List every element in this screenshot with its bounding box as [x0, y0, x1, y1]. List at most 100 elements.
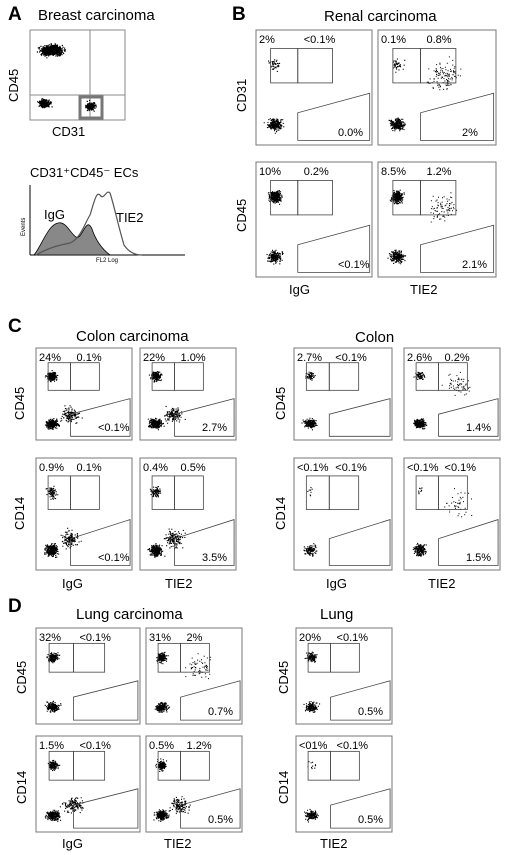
- panel-d-left-r2c2-pct-3: 0.5%: [208, 814, 234, 826]
- panel-d-left-r1c2-pct-1: 31%: [149, 632, 172, 644]
- panel-c-right-r1c2-pct-3: 1.4%: [466, 422, 492, 434]
- panel-a-hist-tie2: TIE2: [116, 210, 144, 225]
- panel-c-right-r2c2: [403, 457, 501, 571]
- panel-c-left-r1c2: [139, 347, 237, 441]
- panel-a-letter: A: [8, 4, 22, 25]
- panel-a-x-label: CD31: [52, 124, 86, 139]
- panel-d-left-r1c1-pct-2: <0.1%: [79, 632, 111, 644]
- panel-c-right-col-label-1: IgG: [326, 576, 347, 591]
- panel-c-right-r1c1: [293, 347, 393, 441]
- panel-a-hist-igg: IgG: [44, 207, 65, 222]
- panel-b-plot-r2c2: [377, 161, 497, 278]
- panel-c-left-r2c2: [139, 457, 237, 571]
- panel-d-right-r2-pct-3: 0.5%: [358, 814, 384, 826]
- panel-b-plot-r1c1-pct-3: 0.0%: [338, 127, 364, 139]
- panel-b-plot-r1c1-pct-1: 2%: [259, 34, 275, 46]
- panel-b-plot-r2c1-pct-2: 0.2%: [303, 166, 329, 178]
- panel-c-left-r2c1: [35, 457, 133, 571]
- panel-b-row-label-1: CD31: [234, 78, 249, 112]
- panel-c-left-r2c1-pct-2: 0.1%: [76, 462, 102, 474]
- panel-b-col-label-2: TIE2: [410, 282, 438, 297]
- panel-c-title-left: Colon carcinoma: [76, 328, 189, 345]
- panel-a-hist-y-label: Events: [21, 217, 27, 236]
- panel-c-right-row-label-1: CD45: [273, 386, 288, 420]
- panel-c-left-r2c2-pct-1: 0.4%: [143, 462, 169, 474]
- panel-a-histogram: [29, 185, 185, 256]
- panel-d-left-r1c2-pct-3: 0.7%: [208, 706, 234, 718]
- panel-d-row-label-2: CD14: [14, 770, 29, 804]
- panel-a-y-label: CD45: [6, 68, 21, 102]
- panel-c-row-label-2: CD14: [12, 496, 27, 530]
- panel-d-col-label-1: IgG: [62, 836, 83, 851]
- panel-d-left-r1c1-pct-1: 32%: [39, 632, 62, 644]
- panel-d-right-r1-pct-1: 20%: [299, 632, 322, 644]
- panel-c-right-r1c2: [403, 347, 501, 441]
- panel-c-right-r2c2-pct-2: <0.1%: [444, 462, 477, 474]
- panel-c-left-r1c2-pct-3: 2.7%: [202, 422, 228, 434]
- panel-b-title: Renal carcinoma: [324, 8, 437, 25]
- panel-c-left-r1c1-pct-1: 24%: [39, 352, 62, 364]
- panel-b-plot-r1c1-pct-2: <0.1%: [303, 34, 336, 46]
- panel-b-plot-r2c1-pct-3: <0.1%: [338, 259, 370, 271]
- panel-b-plot-r1c2-pct-3: 2%: [462, 127, 478, 139]
- panel-d-left-r2c2: [145, 735, 243, 833]
- panel-d-col-label-2: TIE2: [164, 836, 192, 851]
- panel-d-right-r2: [295, 735, 393, 833]
- panel-b-plot-r2c1-pct-1: 10%: [259, 166, 282, 178]
- panel-d-right-row-label-2: CD14: [276, 770, 291, 804]
- panel-d-left-r1c2-pct-2: 2%: [186, 632, 203, 644]
- panel-b-plot-r1c1: [255, 29, 373, 146]
- panel-b-row-label-2: CD45: [234, 198, 249, 232]
- panel-a-scatter: [29, 29, 126, 121]
- panel-b-plot-r1c2: [377, 29, 497, 146]
- panel-c-left-r2c2-pct-3: 3.5%: [202, 552, 228, 564]
- panel-b-plot-r2c2-pct-2: 1.2%: [426, 166, 452, 178]
- panel-c-letter: C: [8, 316, 22, 337]
- panel-c-right-r2c1-pct-1: <0.1%: [297, 462, 329, 474]
- panel-d-left-r2c1-pct-2: <0.1%: [79, 740, 111, 752]
- panel-c-left-r1c1-pct-3: <0.1%: [98, 422, 130, 434]
- panel-d-right-col-label: TIE2: [320, 836, 348, 851]
- panel-c-right-col-label-2: TIE2: [428, 576, 456, 591]
- panel-c-left-r1c2-pct-2: 1.0%: [180, 352, 206, 364]
- panel-b-plot-r2c2-pct-1: 8.5%: [381, 166, 407, 178]
- panel-d-right-r2-pct-1: <01%: [299, 740, 328, 752]
- panel-d-right-r1-pct-3: 0.5%: [358, 706, 384, 718]
- panel-c-col-label-1: IgG: [62, 576, 83, 591]
- panel-c-left-r1c1-pct-2: 0.1%: [76, 352, 102, 364]
- panel-d-row-label-1: CD45: [14, 660, 29, 694]
- panel-a-hist-x-label: FL2 Log: [96, 258, 119, 264]
- panel-b-plot-r2c2-pct-3: 2.1%: [462, 259, 488, 271]
- panel-b-plot-r1c2-pct-2: 0.8%: [426, 34, 452, 46]
- panel-d-right-row-label-1: CD45: [276, 660, 291, 694]
- panel-c-col-label-2: TIE2: [165, 576, 193, 591]
- panel-d-letter: D: [8, 596, 22, 617]
- panel-d-title-right: Lung: [320, 606, 354, 623]
- panel-d-left-r1c2: [145, 627, 243, 725]
- panel-c-right-r1c2-pct-2: 0.2%: [444, 352, 470, 364]
- panel-c-title-right: Colon: [355, 329, 395, 346]
- panel-c-left-r2c1-pct-3: <0.1%: [98, 552, 130, 564]
- panel-c-right-r1c1-pct-1: 2.7%: [297, 352, 323, 364]
- panel-d-left-r2c2-pct-2: 1.2%: [186, 740, 212, 752]
- panel-d-left-r1c1: [35, 627, 141, 725]
- panel-c-left-r2c1-pct-1: 0.9%: [39, 462, 65, 474]
- panel-c-left-r1c1: [35, 347, 133, 441]
- panel-c-right-r2c2-pct-1: <0.1%: [407, 462, 439, 474]
- panel-c-right-r2c1-pct-2: <0.1%: [335, 462, 367, 474]
- panel-c-left-r1c2-pct-1: 22%: [143, 352, 166, 364]
- panel-c-right-r1c2-pct-1: 2.6%: [407, 352, 433, 364]
- panel-c-right-row-label-2: CD14: [273, 496, 288, 530]
- panel-a-title: Breast carcinoma: [38, 7, 155, 24]
- panel-b-plot-r2c1: [255, 161, 373, 278]
- panel-d-left-r2c1-pct-1: 1.5%: [39, 740, 65, 752]
- panel-b-col-label-1: IgG: [289, 282, 310, 297]
- panel-c-left-r2c2-pct-2: 0.5%: [180, 462, 206, 474]
- panel-b-plot-r1c2-pct-1: 0.1%: [381, 34, 407, 46]
- panel-d-right-r1: [295, 627, 393, 725]
- panel-a-hist-title: CD31⁺CD45⁻ ECs: [30, 165, 139, 180]
- panel-d-right-r1-pct-2: <0.1%: [336, 632, 369, 644]
- panel-b-letter: B: [232, 4, 246, 25]
- panel-d-left-r2c1: [35, 735, 141, 833]
- panel-d-left-r2c2-pct-1: 0.5%: [149, 740, 175, 752]
